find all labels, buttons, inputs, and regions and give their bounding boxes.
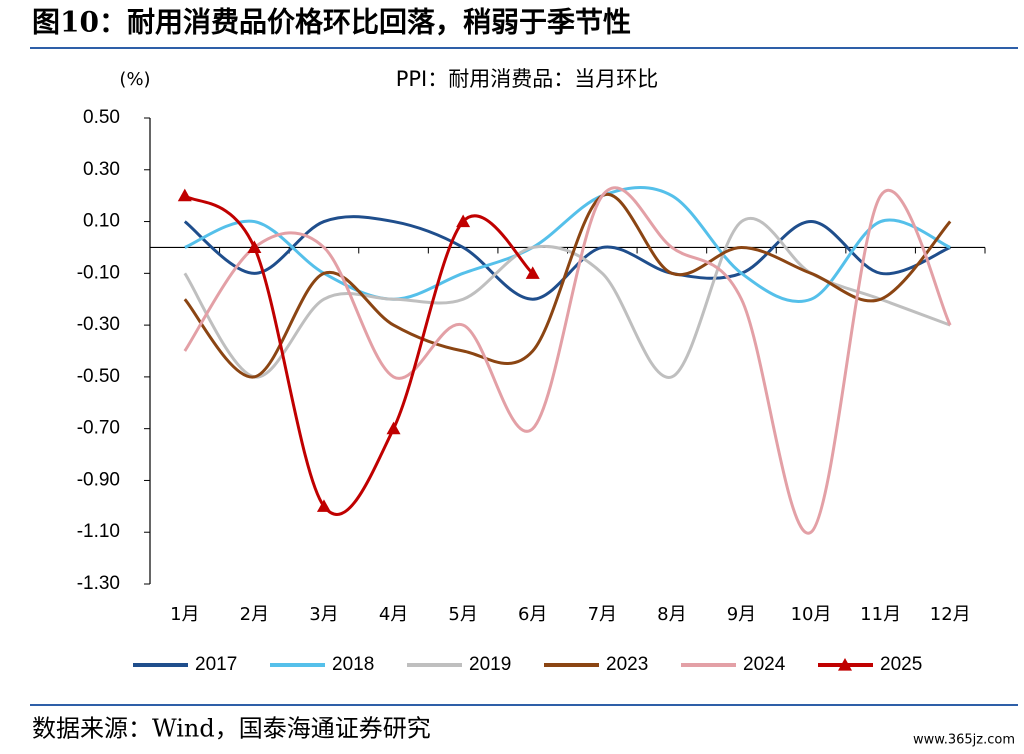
legend-label: 2017 (195, 654, 237, 675)
y-tick-label: -0.70 (77, 418, 120, 439)
x-tick-label: 7月 (588, 604, 617, 625)
y-tick-label: 0.50 (83, 107, 120, 128)
legend-label: 2024 (743, 654, 786, 675)
x-tick-label: 5月 (448, 604, 477, 625)
x-tick-label: 10月 (791, 604, 832, 625)
y-tick-label: -0.90 (77, 469, 120, 490)
x-tick-label: 1月 (170, 604, 199, 625)
x-tick-label: 8月 (657, 604, 686, 625)
series-line (183, 217, 951, 379)
legend-label: 2018 (332, 654, 374, 675)
legend-marker (838, 658, 852, 671)
y-tick-label: -0.50 (77, 366, 120, 387)
marker (456, 214, 471, 228)
y-tick-label: 0.10 (83, 211, 120, 232)
series-line (184, 186, 951, 303)
y-tick-label: -0.10 (77, 262, 120, 283)
legend-label: 2023 (606, 654, 648, 675)
marker (177, 188, 192, 202)
legend-label: 2019 (469, 654, 511, 675)
x-tick-label: 11月 (860, 604, 901, 625)
marker (247, 240, 262, 254)
series-line (183, 186, 952, 535)
legend-label: 2025 (880, 654, 922, 675)
marker (316, 499, 331, 512)
x-tick-label: 12月 (930, 604, 971, 625)
page-title: 图10：耐用消费品价格环比回落，稍弱于季节性 (32, 6, 631, 39)
source: 数据来源：Wind，国泰海通证券研究 (32, 715, 431, 743)
marker (386, 421, 401, 435)
series-line (183, 192, 952, 379)
y-tick-label: -0.30 (77, 314, 120, 335)
y-tick-label: -1.30 (77, 573, 120, 594)
y-unit: (%) (119, 69, 150, 90)
y-tick-label: 0.30 (83, 159, 120, 180)
watermark: www.365jz.com (913, 733, 1015, 748)
x-tick-label: 4月 (379, 604, 408, 625)
y-tick-label: -1.10 (77, 521, 120, 542)
series-line (183, 215, 951, 301)
x-tick-label: 3月 (309, 604, 338, 625)
chart-title: PPI：耐用消费品：当月环比 (396, 67, 659, 91)
x-tick-label: 2月 (240, 604, 269, 625)
x-tick-label: 9月 (727, 604, 756, 625)
x-tick-label: 6月 (518, 604, 547, 625)
marker (525, 266, 540, 279)
